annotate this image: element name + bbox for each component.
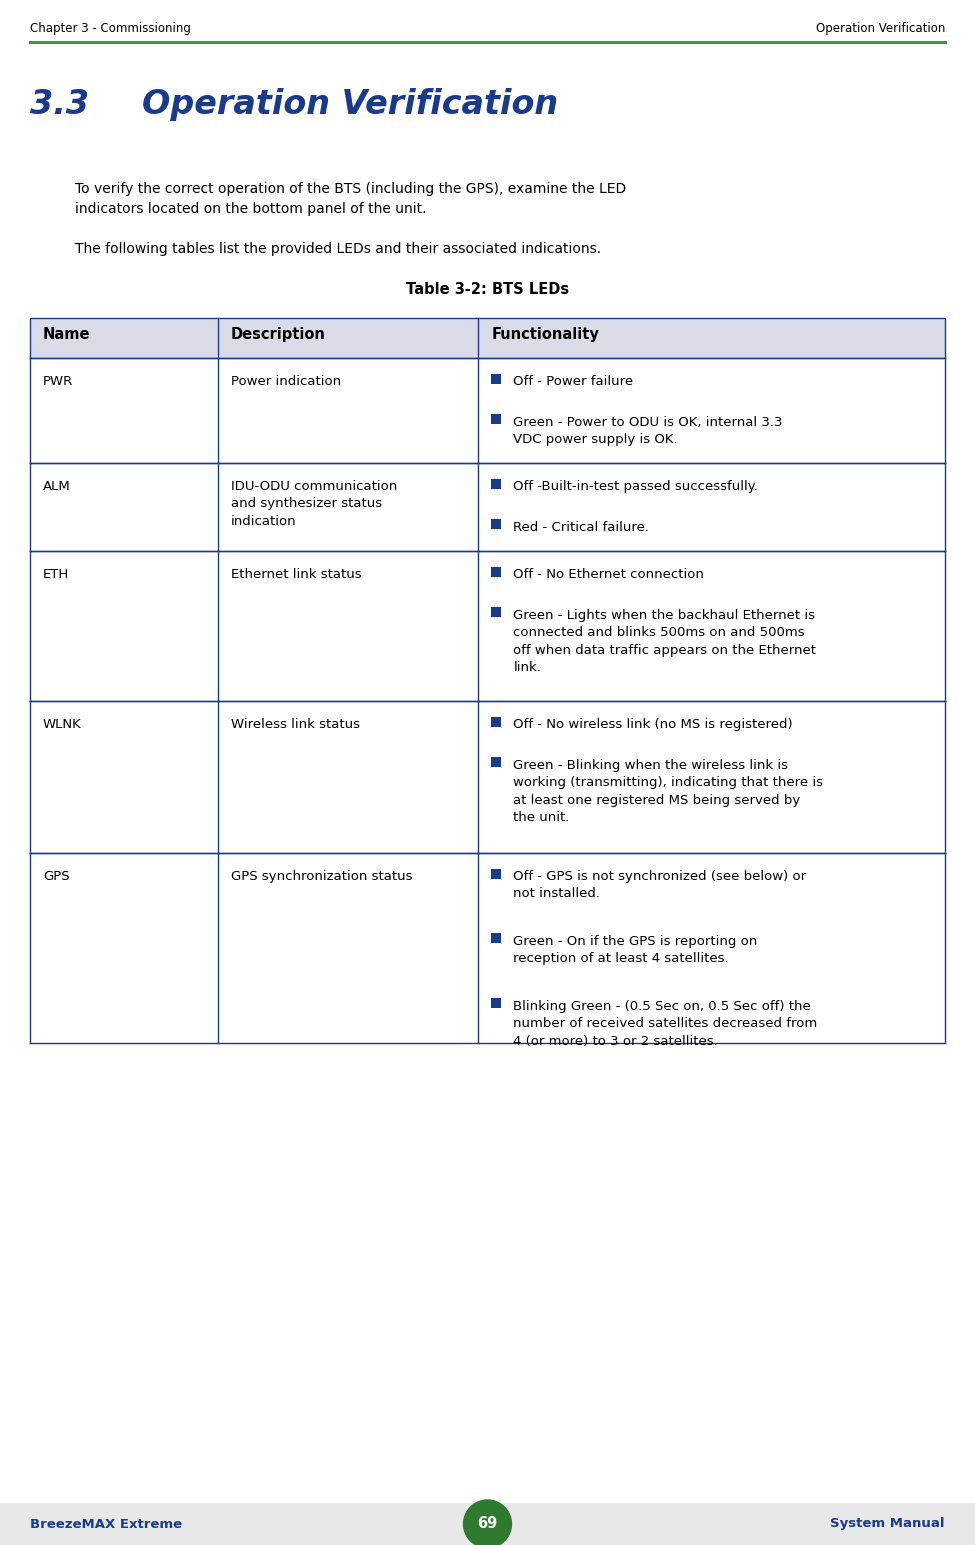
Circle shape (463, 1500, 512, 1545)
Bar (491, 519, 501, 530)
Text: Green - Power to ODU is OK, internal 3.3
VDC power supply is OK.: Green - Power to ODU is OK, internal 3.3… (514, 416, 783, 447)
Text: Operation Verification: Operation Verification (142, 88, 558, 121)
Text: BreezeMAX Extreme: BreezeMAX Extreme (30, 1517, 182, 1531)
Text: Wireless link status: Wireless link status (230, 718, 360, 731)
Text: System Manual: System Manual (831, 1517, 945, 1531)
Text: PWR: PWR (43, 375, 73, 388)
Bar (491, 868, 501, 879)
Bar (491, 998, 501, 1009)
Text: Off - No wireless link (no MS is registered): Off - No wireless link (no MS is registe… (514, 718, 793, 731)
Text: Red - Critical failure.: Red - Critical failure. (514, 521, 649, 535)
Text: Green - Lights when the backhaul Ethernet is
connected and blinks 500ms on and 5: Green - Lights when the backhaul Etherne… (514, 609, 816, 675)
Bar (491, 717, 501, 726)
Text: IDU-ODU communication
and synthesizer status
indication: IDU-ODU communication and synthesizer st… (230, 480, 397, 528)
Text: GPS synchronization status: GPS synchronization status (230, 870, 412, 884)
Text: The following tables list the provided LEDs and their associated indications.: The following tables list the provided L… (75, 243, 602, 256)
Text: ETH: ETH (43, 569, 69, 581)
Text: Table 3-2: BTS LEDs: Table 3-2: BTS LEDs (406, 283, 569, 297)
Text: Green - On if the GPS is reporting on
reception of at least 4 satellites.: Green - On if the GPS is reporting on re… (514, 935, 758, 966)
Text: Functionality: Functionality (491, 328, 600, 341)
Text: 3.3: 3.3 (30, 88, 89, 121)
Bar (491, 607, 501, 618)
Bar (30, 464, 945, 552)
Text: Description: Description (230, 328, 326, 341)
Text: Ethernet link status: Ethernet link status (230, 569, 361, 581)
Text: Name: Name (43, 328, 91, 341)
Text: 69: 69 (478, 1517, 497, 1531)
Bar (491, 567, 501, 576)
Text: Blinking Green - (0.5 Sec on, 0.5 Sec off) the
number of received satellites dec: Blinking Green - (0.5 Sec on, 0.5 Sec of… (514, 1000, 818, 1048)
Bar (30, 552, 945, 701)
Bar (491, 757, 501, 768)
Bar (491, 479, 501, 488)
Bar (30, 318, 945, 358)
Text: WLNK: WLNK (43, 718, 82, 731)
Text: Operation Verification: Operation Verification (816, 22, 945, 36)
Bar (30, 701, 945, 853)
Bar (0, 1503, 975, 1545)
Text: GPS: GPS (43, 870, 69, 884)
Bar (491, 933, 501, 944)
Text: Off - No Ethernet connection: Off - No Ethernet connection (514, 569, 704, 581)
Text: Power indication: Power indication (230, 375, 340, 388)
Text: To verify the correct operation of the BTS (including the GPS), examine the LED
: To verify the correct operation of the B… (75, 182, 626, 216)
Text: Off -Built-in-test passed successfully.: Off -Built-in-test passed successfully. (514, 480, 759, 493)
Text: Green - Blinking when the wireless link is
working (transmitting), indicating th: Green - Blinking when the wireless link … (514, 759, 823, 825)
Text: ALM: ALM (43, 480, 71, 493)
Bar (30, 853, 945, 1043)
Text: Off - GPS is not synchronized (see below) or
not installed.: Off - GPS is not synchronized (see below… (514, 870, 806, 901)
Text: Off - Power failure: Off - Power failure (514, 375, 634, 388)
Bar (30, 358, 945, 463)
Bar (491, 374, 501, 383)
Text: Chapter 3 - Commissioning: Chapter 3 - Commissioning (30, 22, 191, 36)
Bar (491, 414, 501, 425)
